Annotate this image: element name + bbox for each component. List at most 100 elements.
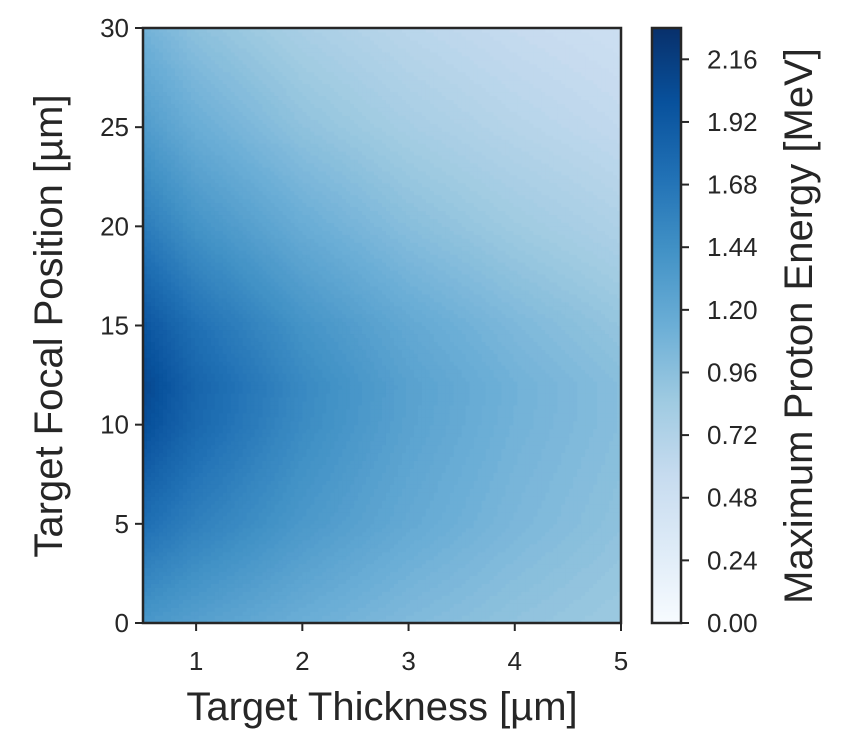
contour-cell bbox=[601, 583, 606, 588]
contour-cell bbox=[226, 547, 232, 553]
contour-cell bbox=[445, 496, 451, 501]
contour-cell bbox=[505, 531, 511, 537]
contour-cell bbox=[350, 599, 355, 604]
contour-cell bbox=[194, 571, 200, 576]
contour-cell bbox=[517, 480, 523, 485]
contour-cell bbox=[150, 543, 156, 549]
contour-cell bbox=[182, 496, 188, 501]
contour-cell bbox=[330, 488, 335, 493]
contour-cell bbox=[230, 492, 236, 497]
contour-cell bbox=[158, 488, 164, 493]
contour-cell bbox=[202, 496, 208, 501]
contour-cell bbox=[362, 488, 367, 493]
contour-cell bbox=[489, 460, 495, 465]
contour-cell bbox=[545, 607, 550, 612]
contour-cell bbox=[274, 619, 280, 623]
contour-cell bbox=[246, 519, 252, 525]
contour-cell bbox=[433, 575, 439, 580]
contour-cell bbox=[581, 535, 586, 541]
contour-cell bbox=[441, 460, 447, 465]
contour-cell bbox=[525, 579, 530, 584]
contour-cell bbox=[437, 571, 443, 576]
contour-cell bbox=[362, 547, 367, 553]
contour-cell bbox=[326, 480, 331, 485]
contour-cell bbox=[561, 539, 566, 545]
contour-cell bbox=[585, 488, 590, 493]
contour-cell bbox=[589, 507, 594, 513]
contour-cell bbox=[222, 611, 228, 616]
contour-cell bbox=[425, 579, 431, 584]
contour-cell bbox=[421, 567, 427, 573]
contour-cell bbox=[521, 535, 526, 541]
contour-cell bbox=[457, 504, 463, 509]
contour-cell bbox=[569, 591, 574, 596]
contour-cell bbox=[262, 587, 268, 592]
contour-cell bbox=[366, 563, 371, 569]
contour-cell bbox=[310, 500, 315, 505]
contour-cell bbox=[413, 468, 419, 473]
contour-cell bbox=[306, 535, 311, 541]
contour-cell bbox=[477, 603, 483, 608]
contour-cell bbox=[334, 464, 339, 469]
contour-cell bbox=[310, 460, 315, 465]
contour-cell bbox=[266, 480, 272, 485]
contour-cell bbox=[437, 563, 443, 569]
contour-cell bbox=[214, 504, 220, 509]
contour-cell bbox=[362, 603, 367, 608]
contour-cell bbox=[561, 555, 566, 561]
contour-cell bbox=[270, 607, 276, 612]
contour-cell bbox=[282, 484, 287, 489]
contour-cell bbox=[358, 611, 363, 616]
contour-cell bbox=[186, 500, 192, 505]
contour-cell bbox=[573, 531, 578, 537]
contour-cell bbox=[374, 468, 379, 473]
contour-cell bbox=[174, 607, 180, 612]
contour-cell bbox=[601, 523, 606, 529]
contour-cell bbox=[617, 611, 621, 616]
contour-cell bbox=[162, 496, 168, 501]
contour-cell bbox=[417, 480, 423, 485]
contour-cell bbox=[613, 543, 618, 549]
contour-cell bbox=[565, 583, 570, 588]
contour-cell bbox=[202, 515, 208, 521]
contour-cell bbox=[166, 539, 172, 545]
contour-cell bbox=[310, 511, 315, 517]
contour-cell bbox=[334, 615, 339, 620]
contour-cell bbox=[190, 468, 196, 473]
contour-cell bbox=[533, 595, 538, 600]
contour-cell bbox=[581, 500, 586, 505]
contour-cell bbox=[186, 607, 192, 612]
contour-cell bbox=[509, 595, 515, 600]
contour-cell bbox=[334, 603, 339, 608]
contour-cell bbox=[170, 579, 176, 584]
contour-cell bbox=[565, 559, 570, 565]
contour-cell bbox=[513, 488, 519, 493]
contour-cell bbox=[334, 539, 339, 545]
contour-cell bbox=[489, 488, 495, 493]
contour-cell bbox=[338, 579, 343, 584]
contour-cell bbox=[310, 488, 315, 493]
contour-cell bbox=[401, 579, 407, 584]
contour-cell bbox=[533, 523, 538, 529]
contour-cell bbox=[338, 555, 343, 561]
contour-cell bbox=[282, 456, 287, 461]
contour-cell bbox=[569, 559, 574, 565]
contour-cell bbox=[278, 519, 284, 525]
contour-cell bbox=[513, 543, 519, 549]
contour-cell bbox=[481, 583, 487, 588]
contour-cell bbox=[393, 571, 399, 576]
contour-cell bbox=[477, 539, 483, 545]
contour-cell bbox=[449, 507, 455, 513]
contour-cell bbox=[378, 599, 383, 604]
contour-cell bbox=[597, 559, 602, 565]
contour-cell bbox=[533, 527, 538, 533]
contour-cell bbox=[465, 587, 471, 592]
contour-cell bbox=[322, 464, 327, 469]
contour-cell bbox=[374, 551, 379, 557]
contour-cell bbox=[354, 531, 359, 537]
contour-cell bbox=[549, 460, 554, 465]
contour-cell bbox=[186, 539, 192, 545]
contour-cell bbox=[585, 496, 590, 501]
contour-cell bbox=[214, 539, 220, 545]
contour-cell bbox=[294, 484, 299, 489]
